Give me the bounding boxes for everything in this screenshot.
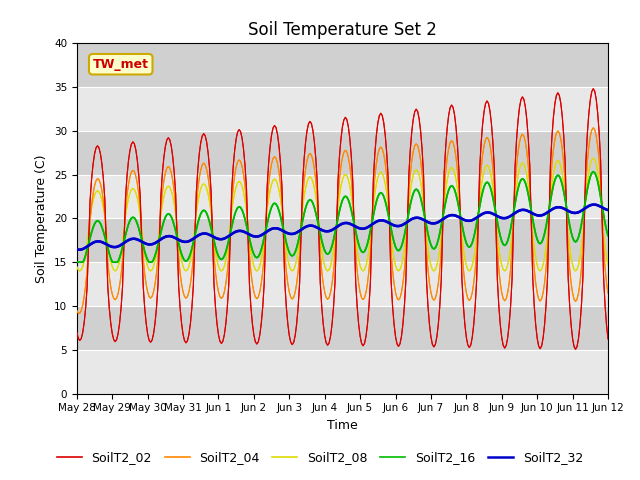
X-axis label: Time: Time <box>327 419 358 432</box>
Text: TW_met: TW_met <box>93 58 148 71</box>
Bar <box>77 43 608 87</box>
Bar <box>77 131 608 175</box>
Bar <box>77 218 608 262</box>
Bar <box>77 175 608 218</box>
Bar <box>77 306 608 350</box>
Bar <box>77 87 608 131</box>
Bar <box>77 262 608 306</box>
Legend: SoilT2_02, SoilT2_04, SoilT2_08, SoilT2_16, SoilT2_32: SoilT2_02, SoilT2_04, SoilT2_08, SoilT2_… <box>52 446 588 469</box>
Y-axis label: Soil Temperature (C): Soil Temperature (C) <box>35 154 48 283</box>
Title: Soil Temperature Set 2: Soil Temperature Set 2 <box>248 21 437 39</box>
Bar <box>77 350 608 394</box>
